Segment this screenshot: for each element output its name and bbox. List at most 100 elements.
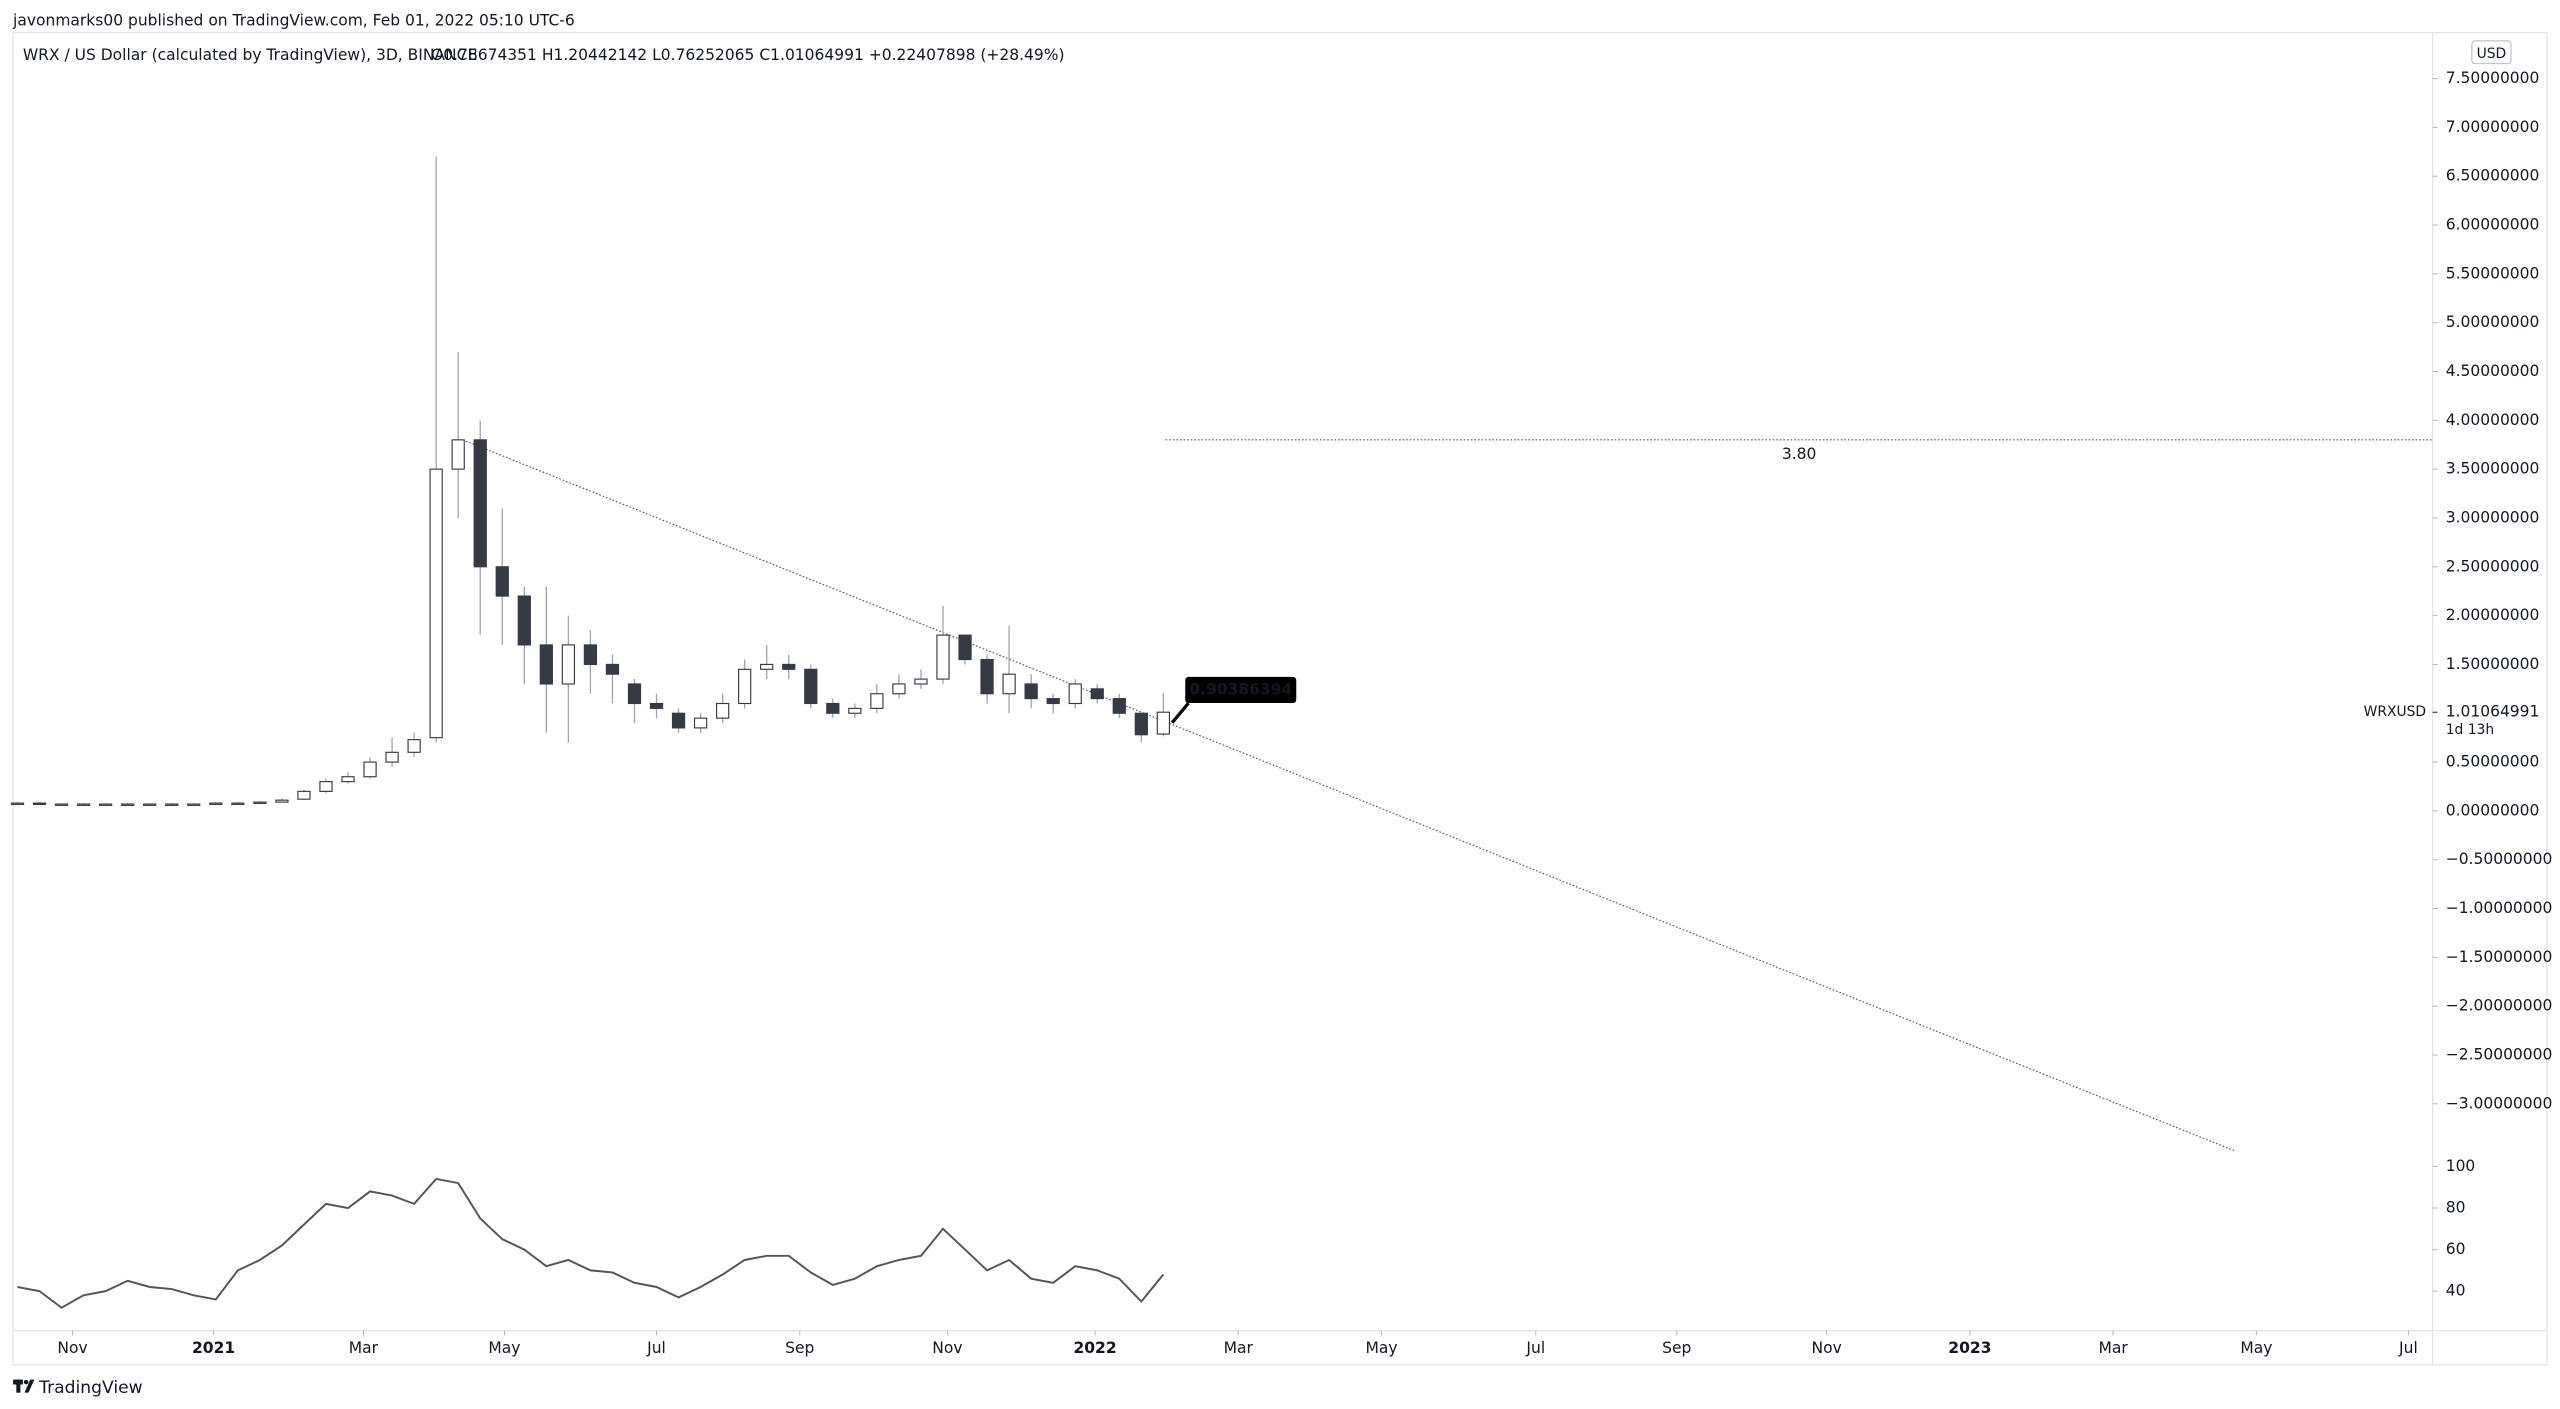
symbol-legend: WRX / US Dollar (calculated by TradingVi… [23,46,477,64]
candle [848,703,862,719]
currency-badge[interactable] [2471,40,2512,65]
candle-body [253,801,267,804]
trendline [462,439,2235,1152]
y-tick-label: −3.00000000 [2446,1094,2553,1112]
candle-body [870,693,884,709]
candle-body [407,739,421,753]
candle [605,654,620,704]
candle-body [121,803,135,806]
candle-body [209,802,223,805]
candle [693,713,708,733]
x-tick-label: Nov [57,1339,87,1357]
candle-body [143,803,157,806]
candle-body [1024,683,1038,700]
x-tick-label: Nov [932,1339,962,1357]
ohlc-legend: O0.78674351 H1.20442142 L0.76252065 C1.0… [431,46,1065,64]
candle [936,605,950,684]
candle [738,659,752,709]
indicator-line [17,1177,1165,1309]
candle [1090,683,1104,704]
candle-body [231,802,245,805]
y-tick-label: 100 [2446,1157,2476,1175]
callout-box [1185,676,1297,704]
countdown: 1d 13h [2446,722,2494,738]
candle [385,737,399,767]
candle-body [187,803,201,806]
chart-frame [12,32,2548,1366]
candle [716,693,730,724]
candle-body [738,668,752,705]
candle [1156,693,1170,737]
x-tick-label: Jul [1525,1339,1545,1357]
candle-body [561,644,576,685]
candle-body [76,803,91,806]
candle [473,420,487,636]
candle [121,803,135,806]
y-tick-label: −2.50000000 [2446,1046,2553,1064]
candle [914,669,928,689]
candle-body [1156,711,1170,735]
candle-body [539,644,553,685]
last-price-label: 1.01064991 [2446,703,2540,721]
candle-body [1090,688,1104,700]
candle [958,634,972,665]
x-tick-label: 2023 [1948,1339,1991,1357]
candle-body [760,663,774,670]
candle [1134,712,1148,743]
y-tick-label: 2.00000000 [2446,606,2540,624]
candle [782,654,796,680]
candle-body [165,803,179,806]
candle [1002,625,1016,714]
candle-body [54,803,69,806]
x-tick-label: Sep [785,1339,814,1357]
x-tick-label: Mar [1224,1339,1254,1357]
candle-body [693,717,708,729]
candle-body [848,707,862,714]
y-tick-label: 7.50000000 [2446,69,2540,87]
candle [451,351,465,518]
y-tick-label: 3.00000000 [2446,508,2540,526]
y-tick-label: −1.50000000 [2446,948,2553,966]
candle [804,664,818,709]
candle-body [32,802,47,805]
x-tick-label: Mar [2099,1339,2129,1357]
published-line: javonmarks00 published on TradingView.co… [12,12,575,30]
y-tick-label: −0.50000000 [2446,850,2553,868]
candle [826,698,840,719]
x-tick-label: Mar [349,1339,379,1357]
candle-body [1134,712,1148,736]
candle [297,789,311,801]
candle [649,693,664,719]
candle-body [98,803,113,806]
candle-body [341,776,355,783]
candle [407,732,421,758]
y-tick-label: 6.00000000 [2446,216,2540,234]
y-tick-label: 6.50000000 [2446,167,2540,185]
candle-body [429,468,443,739]
candle-body [1112,698,1126,714]
currency-label[interactable]: USD [2477,46,2507,62]
candle-body [936,634,950,680]
candle-body [892,683,906,695]
candle [429,156,443,743]
candle [32,802,47,806]
candle [231,802,245,805]
candle [363,757,377,779]
ticker-label: WRXUSD [2364,704,2426,720]
candle [341,771,355,784]
candle [671,708,686,733]
candle-body [1046,698,1060,705]
candle [760,644,774,680]
y-tick-label: 3.50000000 [2446,460,2540,478]
candle [76,803,91,806]
candle-body [495,566,509,597]
candle-body [914,678,928,685]
candle [495,508,509,645]
candle [1112,693,1126,719]
candle-body [826,702,840,714]
y-tick-label: 5.50000000 [2446,264,2540,282]
candle [253,801,267,804]
candle [870,683,884,714]
candle [627,679,642,724]
